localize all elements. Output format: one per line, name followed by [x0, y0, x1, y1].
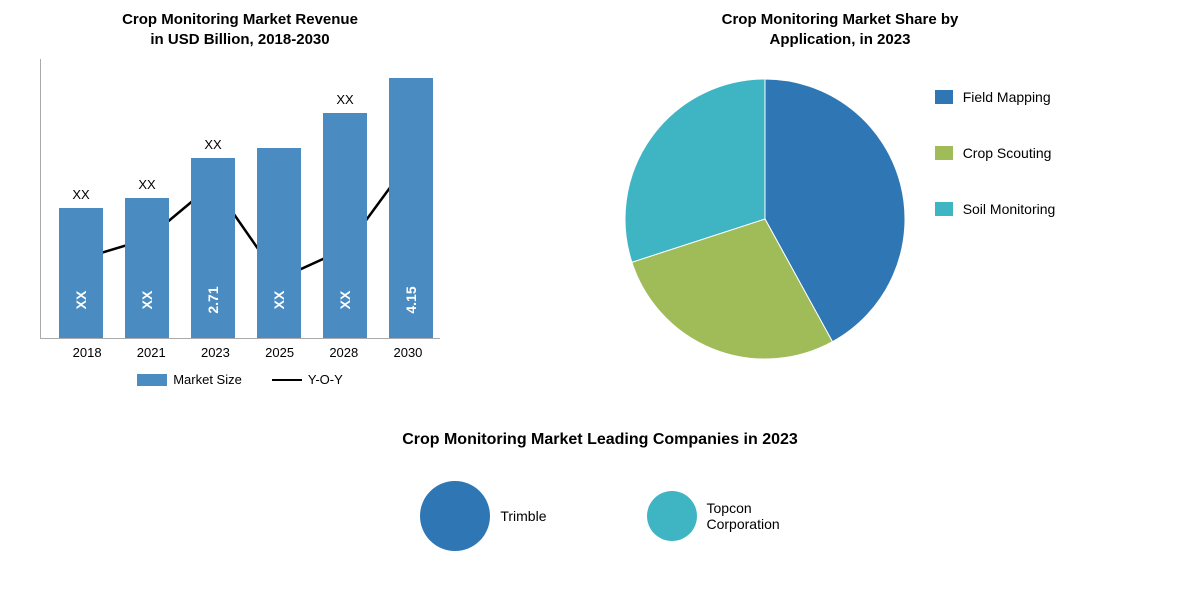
- bar: XXXX: [323, 113, 367, 338]
- bubble-label: TopconCorporation: [707, 500, 780, 532]
- pie-legend-item: Soil Monitoring: [935, 201, 1056, 217]
- pie-chart-title: Crop Monitoring Market Share byApplicati…: [722, 10, 959, 49]
- bar: 4.15: [389, 78, 433, 338]
- bar-value-label: XX: [271, 291, 287, 310]
- bar-top-annotation: XX: [138, 177, 155, 192]
- bar-value-label: 4.15: [403, 286, 419, 313]
- bar: XXXX: [125, 198, 169, 338]
- x-axis-label: 2030: [376, 345, 440, 360]
- bar: XXXX: [59, 208, 103, 338]
- bar-value-label: XX: [337, 291, 353, 310]
- legend-market-size: Market Size: [137, 372, 242, 387]
- bar: XX: [257, 148, 301, 338]
- pie-legend-swatch: [935, 202, 953, 216]
- x-axis-label: 2023: [183, 345, 247, 360]
- x-axis-label: 2028: [312, 345, 376, 360]
- pie-legend-label: Crop Scouting: [963, 145, 1052, 161]
- pie-legend-item: Field Mapping: [935, 89, 1056, 105]
- x-axis-label: 2025: [248, 345, 312, 360]
- bubble-circle: [647, 491, 697, 541]
- pie-legend: Field Mapping Crop Scouting Soil Monitorin…: [935, 79, 1056, 217]
- bar-top-annotation: XX: [336, 92, 353, 107]
- company-bubble: Trimble: [420, 481, 546, 551]
- company-bubbles: Trimble TopconCorporation: [20, 481, 1180, 551]
- bar-chart-legend: Market Size Y-O-Y: [137, 372, 343, 387]
- pie-legend-label: Soil Monitoring: [963, 201, 1056, 217]
- pie-wrapper: Field Mapping Crop Scouting Soil Monitorin…: [500, 79, 1180, 364]
- bar-value-label: 2.71: [205, 286, 221, 313]
- bar-chart-panel: Crop Monitoring Market Revenuein USD Bil…: [20, 10, 460, 410]
- bar-chart-x-axis: 201820212023202520282030: [40, 345, 440, 360]
- pie-legend-item: Crop Scouting: [935, 145, 1056, 161]
- bar-chart-title: Crop Monitoring Market Revenuein USD Bil…: [122, 10, 358, 49]
- pie-chart-panel: Crop Monitoring Market Share byApplicati…: [500, 10, 1180, 410]
- legend-label-market-size: Market Size: [173, 372, 242, 387]
- company-bubble: TopconCorporation: [647, 491, 780, 541]
- companies-section: Crop Monitoring Market Leading Companies…: [20, 430, 1180, 551]
- pie-legend-swatch: [935, 90, 953, 104]
- legend-yoy: Y-O-Y: [272, 372, 343, 387]
- legend-swatch-line: [272, 379, 302, 381]
- top-row: Crop Monitoring Market Revenuein USD Bil…: [20, 10, 1180, 410]
- x-axis-label: 2021: [119, 345, 183, 360]
- companies-title: Crop Monitoring Market Leading Companies…: [20, 430, 1180, 451]
- legend-swatch-bar: [137, 374, 167, 386]
- bar-value-label: XX: [139, 291, 155, 310]
- bubble-circle: [420, 481, 490, 551]
- bar: 2.71XX: [191, 158, 235, 338]
- bar-value-label: XX: [73, 291, 89, 310]
- bar-top-annotation: XX: [72, 187, 89, 202]
- x-axis-label: 2018: [55, 345, 119, 360]
- pie-svg-holder: [625, 79, 905, 364]
- bubble-label: Trimble: [500, 508, 546, 524]
- legend-label-yoy: Y-O-Y: [308, 372, 343, 387]
- pie-legend-swatch: [935, 146, 953, 160]
- pie-legend-label: Field Mapping: [963, 89, 1051, 105]
- bar-chart-plot: XXXXXXXX2.71XXXXXXXX4.15: [40, 59, 440, 339]
- pie-svg: [625, 79, 905, 359]
- bar-top-annotation: XX: [204, 137, 221, 152]
